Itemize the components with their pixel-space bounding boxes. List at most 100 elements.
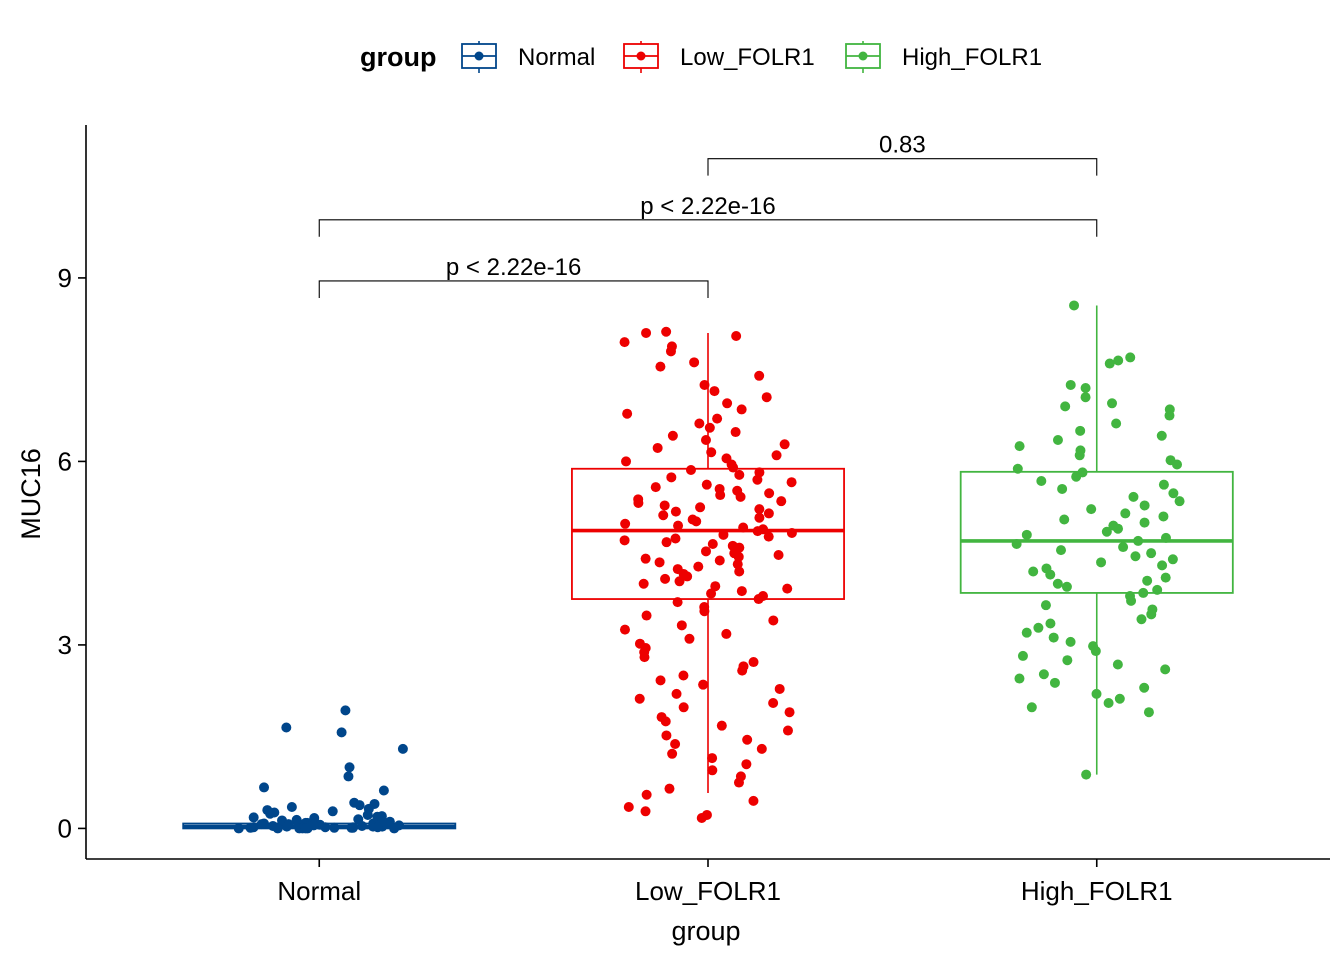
data-point-normal [354, 800, 365, 811]
data-point-low-folr1 [667, 430, 678, 441]
data-point-low-folr1 [661, 537, 672, 548]
data-point-low-folr1 [707, 538, 718, 549]
data-point-low-folr1 [695, 502, 706, 513]
data-point-low-folr1 [641, 327, 652, 338]
data-point-high-folr1 [1065, 636, 1076, 647]
data-point-low-folr1 [761, 392, 772, 403]
data-point-low-folr1 [685, 464, 696, 475]
data-point-high-folr1 [1033, 622, 1044, 633]
data-point-high-folr1 [1120, 508, 1131, 519]
data-point-low-folr1 [620, 518, 631, 529]
data-point-high-folr1 [1057, 483, 1068, 494]
data-point-high-folr1 [1103, 698, 1114, 709]
data-point-low-folr1 [699, 379, 710, 390]
data-point-high-folr1 [1012, 463, 1023, 474]
y-tick-label: 9 [58, 263, 72, 293]
data-point-high-folr1 [1038, 669, 1049, 680]
data-point-low-folr1 [621, 456, 632, 467]
data-point-normal [347, 822, 358, 833]
y-tick-label: 0 [58, 813, 72, 843]
comparison-bracket-1 [318, 280, 709, 298]
x-tick-label-high-folr1: High_FOLR1 [1021, 876, 1173, 906]
data-point-low-folr1 [733, 777, 744, 788]
x-tick-label-normal: Normal [277, 876, 361, 906]
data-point-high-folr1 [1130, 551, 1141, 562]
data-point-high-folr1 [1101, 526, 1112, 537]
legend-key-point [474, 51, 484, 61]
data-point-low-folr1 [678, 670, 689, 681]
data-point-low-folr1 [768, 615, 779, 626]
data-point-high-folr1 [1104, 358, 1115, 369]
data-point-high-folr1 [1114, 693, 1125, 704]
data-point-high-folr1 [1172, 459, 1183, 470]
data-point-normal [340, 705, 351, 716]
data-point-high-folr1 [1059, 514, 1070, 525]
comparison-layer: p < 2.22e-16 p < 2.22e-16 0.83 [318, 132, 1098, 298]
data-point-low-folr1 [694, 418, 705, 429]
data-point-high-folr1 [1075, 425, 1086, 436]
data-point-high-folr1 [1111, 418, 1122, 429]
data-point-high-folr1 [1133, 535, 1144, 546]
data-point-low-folr1 [678, 702, 689, 713]
data-point-low-folr1 [734, 469, 745, 480]
data-point-high-folr1 [1138, 587, 1149, 598]
data-point-high-folr1 [1080, 392, 1091, 403]
data-point-low-folr1 [674, 576, 685, 587]
data-point-normal [265, 808, 276, 819]
data-point-normal [272, 823, 283, 834]
data-point-low-folr1 [773, 550, 784, 561]
data-point-high-folr1 [1021, 529, 1032, 540]
data-point-high-folr1 [1118, 542, 1129, 553]
data-point-low-folr1 [689, 357, 700, 368]
x-axis-ticks: Normal Low_FOLR1 High_FOLR1 [277, 859, 1173, 906]
data-point-normal [329, 822, 340, 833]
data-point-low-folr1 [666, 472, 677, 483]
data-point-high-folr1 [1167, 554, 1178, 565]
data-point-low-folr1 [641, 610, 652, 621]
legend-key-point [858, 51, 868, 61]
legend-label-normal: Normal [518, 44, 595, 71]
data-point-high-folr1 [1143, 707, 1154, 718]
data-point-high-folr1 [1113, 523, 1124, 534]
data-point-high-folr1 [1049, 677, 1060, 688]
data-point-high-folr1 [1026, 702, 1037, 713]
data-point-high-folr1 [1158, 511, 1169, 522]
data-point-normal [389, 823, 400, 834]
data-point-low-folr1 [661, 326, 672, 337]
data-point-low-folr1 [641, 789, 652, 800]
data-point-high-folr1 [1017, 650, 1028, 661]
data-point-low-folr1 [752, 526, 763, 537]
data-point-low-folr1 [782, 583, 793, 594]
data-point-low-folr1 [650, 482, 661, 493]
data-point-low-folr1 [786, 477, 797, 488]
data-point-low-folr1 [619, 624, 630, 635]
data-point-low-folr1 [712, 413, 723, 424]
data-point-high-folr1 [1061, 581, 1072, 592]
data-point-high-folr1 [1142, 575, 1153, 586]
data-point-high-folr1 [1036, 475, 1047, 486]
data-point-low-folr1 [659, 500, 670, 511]
data-point-high-folr1 [1074, 450, 1085, 461]
data-point-normal [327, 806, 338, 817]
data-point-normal [336, 727, 347, 738]
legend-key-point [636, 51, 646, 61]
data-point-low-folr1 [660, 716, 671, 727]
data-point-low-folr1 [768, 698, 779, 709]
data-point-high-folr1 [1065, 379, 1076, 390]
data-point-normal [248, 812, 259, 823]
data-point-low-folr1 [741, 759, 752, 770]
data-point-high-folr1 [1136, 614, 1147, 625]
data-point-normal [259, 782, 270, 793]
iqr-box [571, 467, 845, 600]
data-point-normal [256, 819, 267, 830]
data-point-low-folr1 [640, 806, 651, 817]
data-point-high-folr1 [1146, 609, 1157, 620]
data-point-low-folr1 [700, 546, 711, 557]
data-point-low-folr1 [704, 422, 715, 433]
data-point-high-folr1 [1157, 560, 1168, 571]
comparison-bracket-3 [707, 158, 1098, 176]
data-point-low-folr1 [730, 427, 741, 438]
data-point-high-folr1 [1125, 352, 1136, 363]
data-point-low-folr1 [722, 398, 733, 409]
data-point-high-folr1 [1045, 618, 1056, 629]
